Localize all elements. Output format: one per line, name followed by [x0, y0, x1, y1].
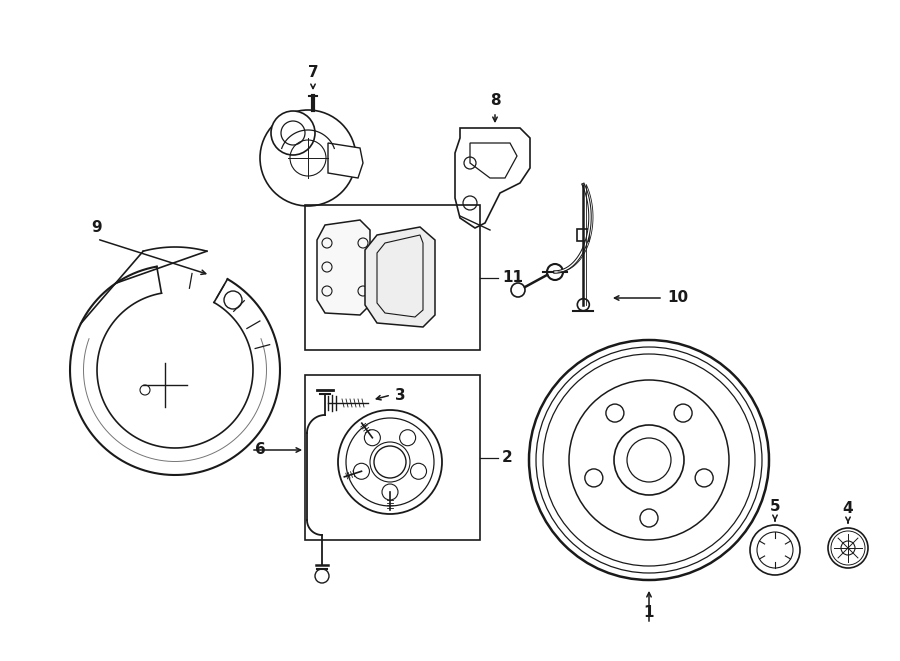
Text: 3: 3 [395, 387, 406, 403]
Text: 10: 10 [667, 290, 688, 305]
Circle shape [271, 111, 315, 155]
Text: 9: 9 [92, 220, 103, 235]
Polygon shape [328, 143, 363, 178]
Text: 8: 8 [490, 93, 500, 108]
Polygon shape [455, 128, 530, 228]
Text: 7: 7 [308, 65, 319, 80]
Circle shape [260, 110, 356, 206]
Text: 2: 2 [502, 450, 513, 465]
Bar [305, 375, 480, 540]
Bar [305, 205, 480, 350]
Bar [577, 229, 590, 241]
Text: 11: 11 [502, 270, 523, 285]
Text: 5: 5 [770, 499, 780, 514]
Text: 6: 6 [255, 442, 266, 457]
Text: 4: 4 [842, 501, 853, 516]
Text: 1: 1 [644, 605, 654, 620]
Polygon shape [317, 220, 370, 315]
Polygon shape [365, 227, 435, 327]
